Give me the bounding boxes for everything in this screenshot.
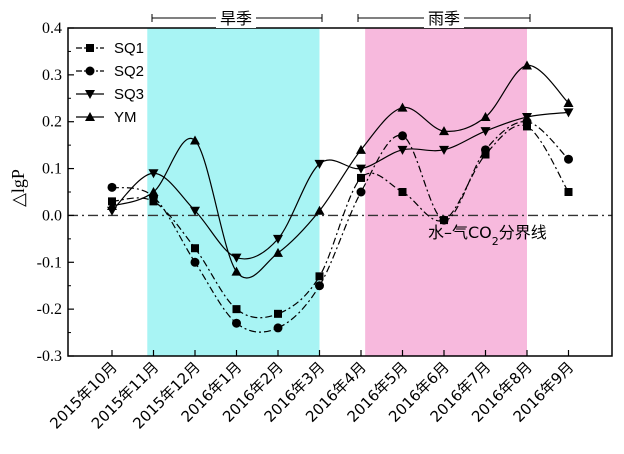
reference-line-label: 水–气CO2分界线	[428, 223, 547, 248]
y-tick-label-0: 0.4	[42, 20, 62, 37]
point-sq3-11	[563, 108, 574, 118]
point-ym-3	[231, 266, 242, 276]
y-tick-label-1: 0.3	[42, 67, 62, 84]
season-label-bg-0	[216, 8, 256, 28]
point-sq3-6	[356, 164, 366, 174]
point-ym-8	[439, 126, 449, 136]
y-axis-label: △lgP	[8, 169, 28, 207]
point-ym-11	[563, 97, 574, 107]
point-ym-5	[314, 205, 325, 215]
point-ym-9	[480, 112, 491, 122]
point-sq1-4	[274, 309, 282, 318]
point-sq2-8	[439, 215, 449, 225]
legend-marker-sq3	[85, 90, 95, 99]
point-sq1-10	[523, 122, 531, 131]
legend-marker-sq1	[86, 44, 94, 52]
point-sq3-1	[148, 169, 159, 179]
point-sq3-8	[439, 145, 449, 155]
reference-line-label-tail: 分界线	[499, 223, 547, 242]
reference-line-label-main: 水–气CO	[428, 223, 492, 242]
point-sq1-3	[232, 305, 241, 314]
point-sq2-9	[481, 145, 490, 155]
legend-marker-sq2	[85, 66, 95, 76]
point-sq3-3	[231, 253, 242, 263]
point-sq1-9	[481, 150, 490, 159]
point-sq3-10	[522, 113, 532, 123]
point-sq1-5	[315, 272, 324, 281]
point-ym-0	[107, 201, 117, 211]
point-sq3-5	[314, 159, 325, 169]
season-label-bg-1	[424, 8, 464, 28]
y-tick-label-6: -0.2	[37, 301, 62, 318]
point-sq1-1	[149, 197, 158, 206]
y-tick-label-5: -0.1	[37, 254, 62, 271]
season-bands	[147, 28, 527, 356]
point-sq3-7	[397, 145, 408, 155]
point-sq2-5	[315, 281, 324, 291]
legend: SQ1 SQ2 SQ3 YM	[76, 40, 144, 126]
point-sq3-9	[480, 127, 491, 137]
point-sq2-7	[398, 131, 407, 141]
point-sq1-11	[564, 188, 573, 196]
point-sq2-4	[273, 323, 283, 333]
season-band-1	[365, 28, 527, 356]
point-sq3-4	[273, 234, 283, 244]
point-sq2-0	[107, 182, 117, 192]
point-ym-1	[148, 187, 159, 196]
point-sq1-2	[191, 244, 199, 253]
point-sq2-6	[356, 187, 366, 197]
point-sq1-7	[398, 188, 407, 196]
legend-label-sq2: SQ2	[114, 63, 144, 80]
legend-label-ym: YM	[114, 109, 137, 126]
y-tick-label-7: -0.3	[37, 348, 62, 365]
series-markers	[107, 60, 574, 333]
season-label-1: 雨季	[428, 9, 460, 28]
season-labels: 旱季 雨季	[151, 8, 531, 28]
legend-marker-ym	[85, 112, 95, 121]
point-sq2-11	[564, 154, 573, 164]
point-ym-2	[190, 135, 200, 145]
season-label-0: 旱季	[220, 9, 252, 28]
reference-line-label-sub: 2	[492, 235, 499, 248]
season-band-0	[147, 28, 320, 356]
y-tick-label-2: 0.2	[42, 114, 62, 131]
y-tick-label-3: 0.1	[42, 161, 62, 178]
point-ym-7	[397, 102, 408, 112]
legend-label-sq1: SQ1	[114, 40, 144, 57]
point-ym-4	[273, 247, 283, 257]
point-sq2-3	[232, 318, 241, 328]
legend-label-sq3: SQ3	[114, 86, 144, 103]
point-sq1-6	[357, 173, 365, 182]
point-sq2-2	[190, 257, 200, 267]
point-sq3-2	[190, 206, 200, 216]
y-tick-label-4: 0.0	[42, 207, 62, 224]
point-ym-6	[356, 144, 366, 154]
point-ym-10	[522, 60, 532, 70]
